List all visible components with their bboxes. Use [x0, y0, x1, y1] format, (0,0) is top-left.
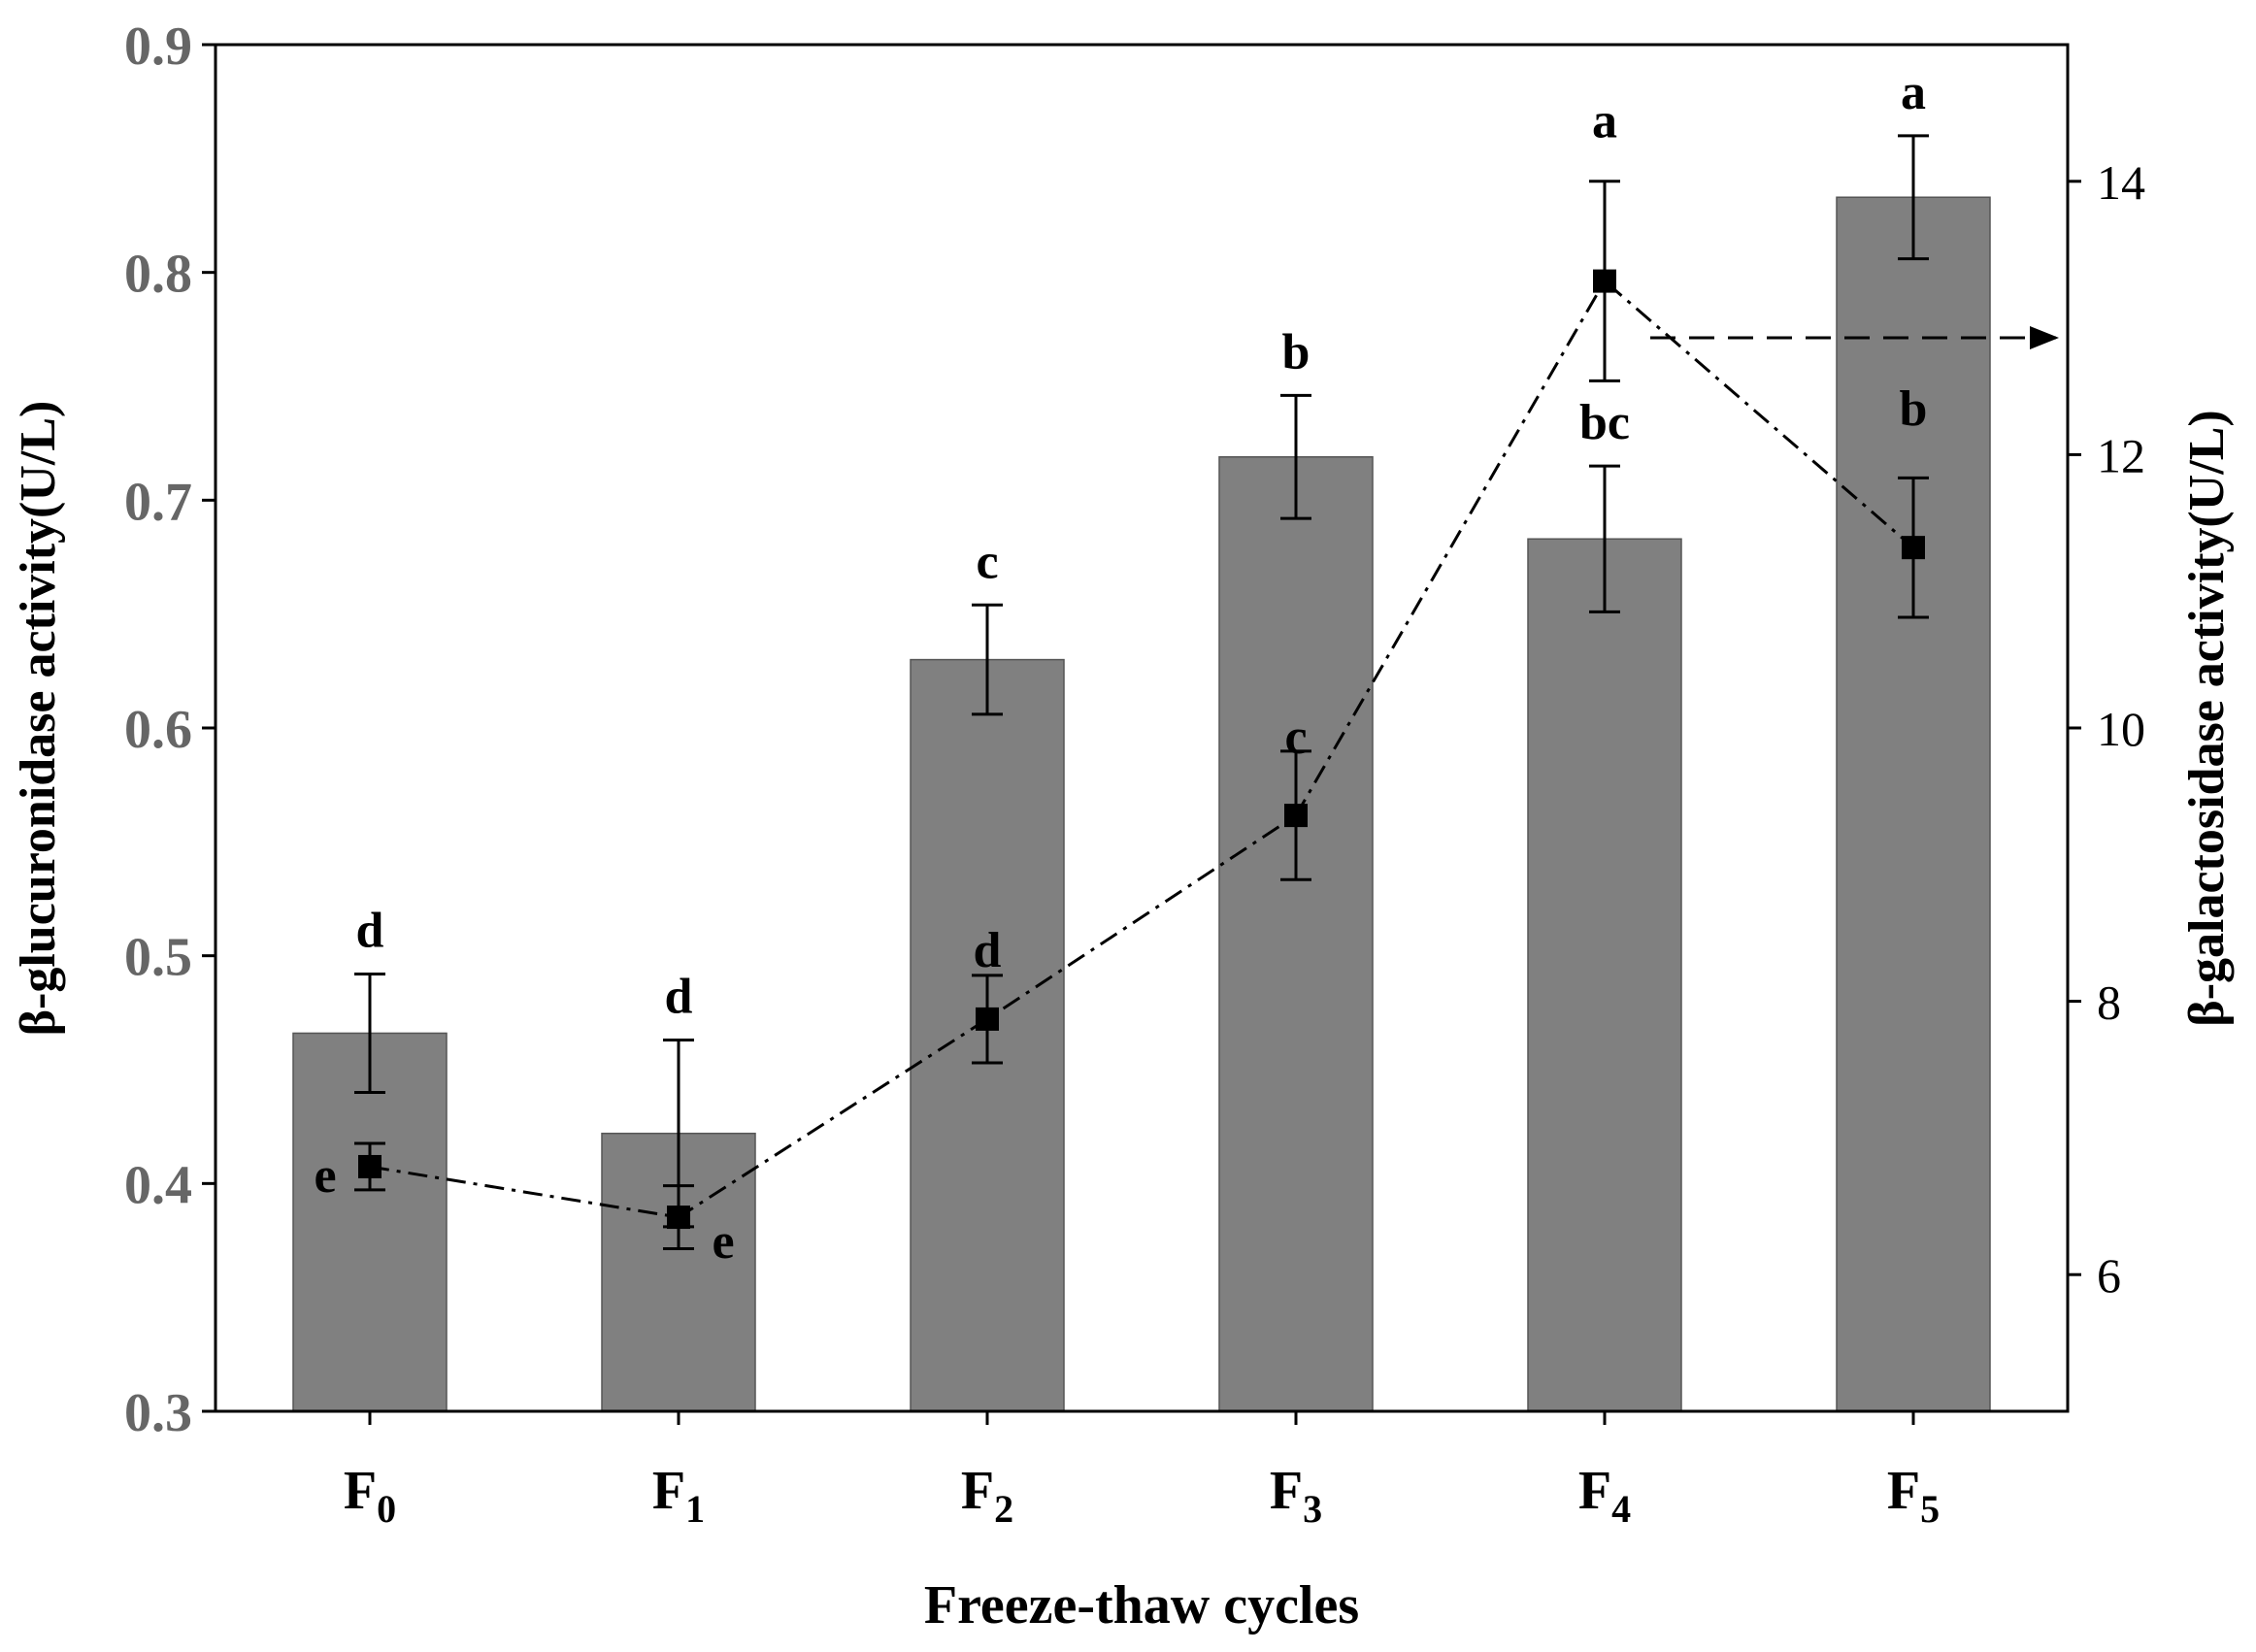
y-left-tick-label: 0.5 [124, 928, 192, 988]
y-right-tick-label: 6 [2097, 1248, 2121, 1303]
point-F5 [1902, 536, 1925, 560]
y-left-tick-label: 0.4 [124, 1155, 192, 1215]
bar-letter-F1: d [665, 969, 693, 1024]
x-tick-label-F3: F3 [1270, 1461, 1322, 1531]
y-right-tick-label: 10 [2097, 702, 2145, 756]
y-axis-left-label: β-glucuronidase activity(U/L) [11, 401, 66, 1037]
point-F0 [358, 1154, 382, 1178]
point-F4 [1593, 269, 1616, 293]
bar-F4 [1527, 538, 1682, 1412]
x-tick-label-F5: F5 [1887, 1461, 1940, 1531]
x-axis-label: Freeze-thaw cycles [924, 1575, 1359, 1635]
line-series-path [369, 279, 1914, 1219]
point-letter-F3: c [1284, 710, 1307, 765]
point-letter-F4: a [1592, 94, 1617, 149]
point-letter-F0: e [314, 1148, 336, 1204]
y-left-tick-label: 0.8 [124, 245, 192, 305]
x-tick-label-F4: F4 [1578, 1461, 1631, 1531]
y-left-tick-label: 0.6 [124, 700, 192, 760]
axes-layer: 0.3 0.4 0.5 0.6 0.7 0.8 0.9 6 8 10 12 14 F0 F1 F2 F3 F4 F… [124, 17, 2145, 1531]
y-right-tick-label: 12 [2097, 428, 2145, 482]
y-left-tick-label: 0.7 [124, 472, 192, 532]
bar-letter-F5: a [1901, 65, 1926, 120]
y-right-tick-label: 14 [2097, 155, 2145, 210]
bar-letter-F2: c [976, 534, 998, 589]
point-F3 [1284, 804, 1308, 828]
x-tick-label-F1: F1 [652, 1461, 705, 1531]
x-tick-label-F2: F2 [961, 1461, 1013, 1531]
bar-F5 [1836, 196, 1991, 1412]
y-left-tick-label: 0.9 [124, 17, 192, 77]
x-tick-label-F0: F0 [344, 1461, 396, 1531]
point-F1 [667, 1206, 690, 1230]
y-left-tick-label: 0.3 [124, 1383, 192, 1443]
point-letter-F5: b [1900, 381, 1928, 437]
bar-letter-F3: b [1282, 324, 1310, 380]
bar-letter-F0: d [356, 903, 384, 958]
point-F2 [976, 1007, 999, 1031]
bar-letter-F4: bc [1579, 395, 1630, 450]
y-axis-right-label: β-galactosidase activity(U/L) [2179, 410, 2235, 1026]
line-layer: e e d c a b [314, 94, 1929, 1270]
point-letter-F2: d [974, 923, 1002, 978]
plot-frame [214, 43, 2070, 1413]
point-letter-F1: e [712, 1214, 734, 1270]
y-right-tick-label: 8 [2097, 975, 2121, 1030]
bar-F3 [1218, 455, 1374, 1412]
bar-F0 [292, 1032, 448, 1412]
